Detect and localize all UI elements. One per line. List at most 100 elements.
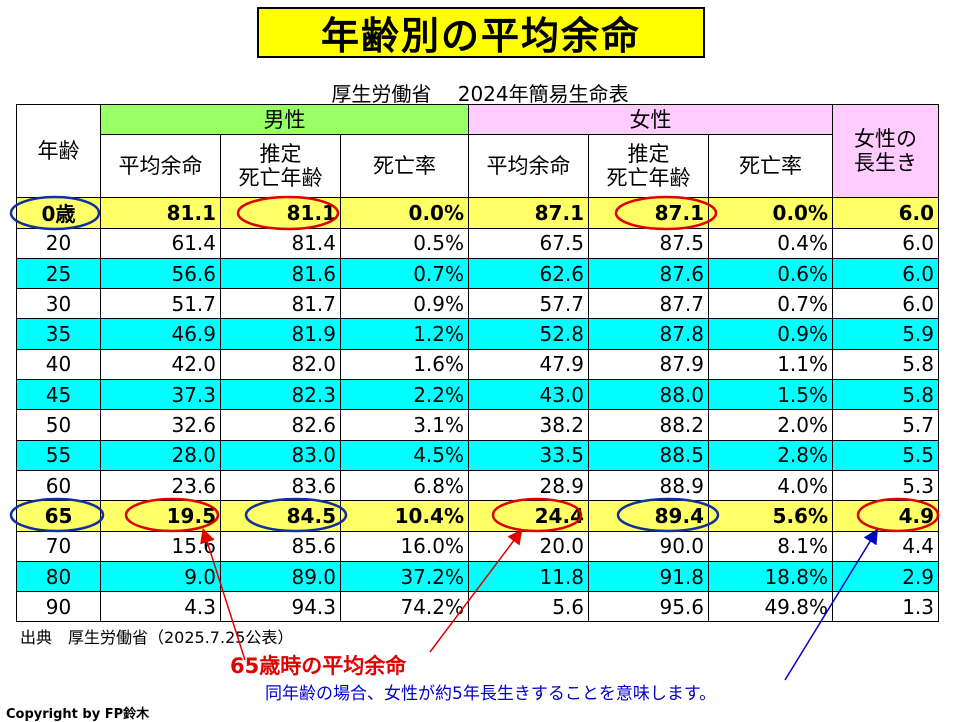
cell-female-avg-life: 33.5	[468, 440, 589, 471]
cell-female-longevity: 4.9	[832, 500, 939, 532]
cell-female-mortality: 0.0%	[708, 197, 833, 229]
cell-male-est-death-age: 94.3	[220, 591, 341, 623]
table-row: 60 23.6 83.6 6.8% 28.9 88.9 4.0% 5.3	[16, 470, 939, 502]
copyright: Copyright by FP鈴木	[6, 707, 150, 722]
cell-age: 30	[16, 288, 101, 320]
cell-female-longevity: 6.0	[832, 228, 939, 259]
cell-male-est-death-age: 83.6	[220, 470, 341, 502]
cell-female-est-death-age: 87.1	[588, 197, 709, 229]
cell-female-est-death-age: 88.9	[588, 470, 709, 502]
cell-female-est-death-age: 87.7	[588, 288, 709, 320]
cell-age: 50	[16, 409, 101, 441]
table-body: 0歳 81.1 81.1 0.0% 87.1 87.1 0.0% 6.0 20 61.4 81.4 0…	[16, 197, 939, 623]
cell-male-mortality: 74.2%	[340, 591, 469, 623]
cell-female-longevity: 5.8	[832, 349, 939, 381]
cell-female-est-death-age: 90.0	[588, 531, 709, 562]
table-row: 20 61.4 81.4 0.5% 67.5 87.5 0.4% 6.0	[16, 228, 939, 259]
cell-female-avg-life: 52.8	[468, 318, 589, 350]
cell-male-avg-life: 81.1	[100, 197, 221, 229]
cell-female-longevity: 6.0	[832, 288, 939, 320]
cell-female-mortality: 0.9%	[708, 318, 833, 350]
cell-female-avg-life: 67.5	[468, 228, 589, 259]
cell-male-est-death-age: 84.5	[220, 500, 341, 532]
cell-age: 40	[16, 349, 101, 381]
cell-female-est-death-age: 89.4	[588, 500, 709, 532]
cell-male-est-death-age: 85.6	[220, 531, 341, 562]
table-row: 65 19.5 84.5 10.4% 24.4 89.4 5.6% 4.9	[16, 500, 939, 532]
cell-female-est-death-age: 95.6	[588, 591, 709, 623]
cell-age: 20	[16, 228, 101, 259]
cell-female-mortality: 0.6%	[708, 258, 833, 290]
cell-female-mortality: 2.8%	[708, 440, 833, 471]
cell-male-avg-life: 28.0	[100, 440, 221, 471]
cell-female-est-death-age: 87.9	[588, 349, 709, 381]
cell-male-avg-life: 4.3	[100, 591, 221, 623]
cell-male-est-death-age: 82.3	[220, 379, 341, 411]
header-female-avg-life: 平均余命	[468, 134, 589, 199]
cell-male-avg-life: 51.7	[100, 288, 221, 320]
cell-female-mortality: 4.0%	[708, 470, 833, 502]
cell-male-avg-life: 19.5	[100, 500, 221, 532]
life-expectancy-table: 年齢 男性 女性 女性の 長生き 平均余命 推定 死亡年齢 死亡率 平均余命 推…	[16, 103, 939, 623]
header-male-est-death-age: 推定 死亡年齢	[220, 134, 341, 199]
table-row: 30 51.7 81.7 0.9% 57.7 87.7 0.7% 6.0	[16, 288, 939, 320]
cell-age: 90	[16, 591, 101, 623]
cell-female-longevity: 5.5	[832, 440, 939, 471]
cell-female-est-death-age: 88.2	[588, 409, 709, 441]
table-row: 25 56.6 81.6 0.7% 62.6 87.6 0.6% 6.0	[16, 258, 939, 290]
cell-male-mortality: 6.8%	[340, 470, 469, 502]
cell-age: 45	[16, 379, 101, 411]
cell-female-avg-life: 5.6	[468, 591, 589, 623]
table-subtitle: 厚生労働省 2024年簡易生命表	[331, 82, 629, 106]
cell-female-avg-life: 87.1	[468, 197, 589, 229]
header-female-est-line2: 死亡年齢	[606, 166, 691, 191]
cell-male-mortality: 2.2%	[340, 379, 469, 411]
header-male-est-line2: 死亡年齢	[238, 166, 323, 191]
cell-male-avg-life: 61.4	[100, 228, 221, 259]
header-male-mortality: 死亡率	[340, 134, 469, 199]
cell-female-longevity: 5.9	[832, 318, 939, 350]
cell-female-avg-life: 20.0	[468, 531, 589, 562]
cell-male-avg-life: 56.6	[100, 258, 221, 290]
cell-male-mortality: 37.2%	[340, 561, 469, 593]
annotation-female-longevity: 同年齢の場合、女性が約5年長生きすることを意味します。	[265, 684, 717, 704]
cell-female-mortality: 0.7%	[708, 288, 833, 320]
cell-male-avg-life: 9.0	[100, 561, 221, 593]
cell-age: 60	[16, 470, 101, 502]
table-row: 40 42.0 82.0 1.6% 47.9 87.9 1.1% 5.8	[16, 349, 939, 381]
cell-male-mortality: 0.7%	[340, 258, 469, 290]
cell-female-longevity: 6.0	[832, 197, 939, 229]
cell-male-avg-life: 15.6	[100, 531, 221, 562]
cell-female-longevity: 5.8	[832, 379, 939, 411]
cell-male-mortality: 10.4%	[340, 500, 469, 532]
header-male-est-line1: 推定	[259, 142, 302, 167]
cell-female-avg-life: 24.4	[468, 500, 589, 532]
cell-male-avg-life: 23.6	[100, 470, 221, 502]
cell-male-est-death-age: 81.4	[220, 228, 341, 259]
cell-male-avg-life: 37.3	[100, 379, 221, 411]
cell-female-est-death-age: 87.5	[588, 228, 709, 259]
cell-male-est-death-age: 89.0	[220, 561, 341, 593]
cell-age: 55	[16, 440, 101, 471]
cell-female-avg-life: 47.9	[468, 349, 589, 381]
header-female-longevity-line1: 女性の	[854, 127, 917, 152]
cell-female-longevity: 6.0	[832, 258, 939, 290]
cell-male-mortality: 0.0%	[340, 197, 469, 229]
cell-female-mortality: 0.4%	[708, 228, 833, 259]
annotation-65-avg-life: 65歳時の平均余命	[230, 654, 407, 678]
cell-male-mortality: 0.5%	[340, 228, 469, 259]
cell-male-avg-life: 46.9	[100, 318, 221, 350]
table-row: 90 4.3 94.3 74.2% 5.6 95.6 49.8% 1.3	[16, 591, 939, 623]
cell-female-est-death-age: 88.0	[588, 379, 709, 411]
cell-female-mortality: 2.0%	[708, 409, 833, 441]
cell-female-avg-life: 57.7	[468, 288, 589, 320]
header-age: 年齢	[16, 103, 101, 199]
table-row: 70 15.6 85.6 16.0% 20.0 90.0 8.1% 4.4	[16, 531, 939, 562]
cell-male-est-death-age: 82.0	[220, 349, 341, 381]
cell-female-est-death-age: 91.8	[588, 561, 709, 593]
cell-male-est-death-age: 81.9	[220, 318, 341, 350]
table-row: 45 37.3 82.3 2.2% 43.0 88.0 1.5% 5.8	[16, 379, 939, 411]
header-group-female: 女性	[468, 103, 833, 136]
cell-female-longevity: 5.3	[832, 470, 939, 502]
table-row: 55 28.0 83.0 4.5% 33.5 88.5 2.8% 5.5	[16, 440, 939, 471]
